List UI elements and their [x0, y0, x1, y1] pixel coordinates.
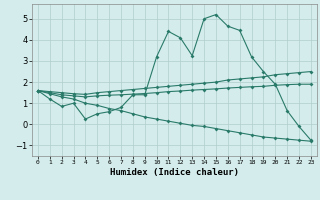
- X-axis label: Humidex (Indice chaleur): Humidex (Indice chaleur): [110, 168, 239, 177]
